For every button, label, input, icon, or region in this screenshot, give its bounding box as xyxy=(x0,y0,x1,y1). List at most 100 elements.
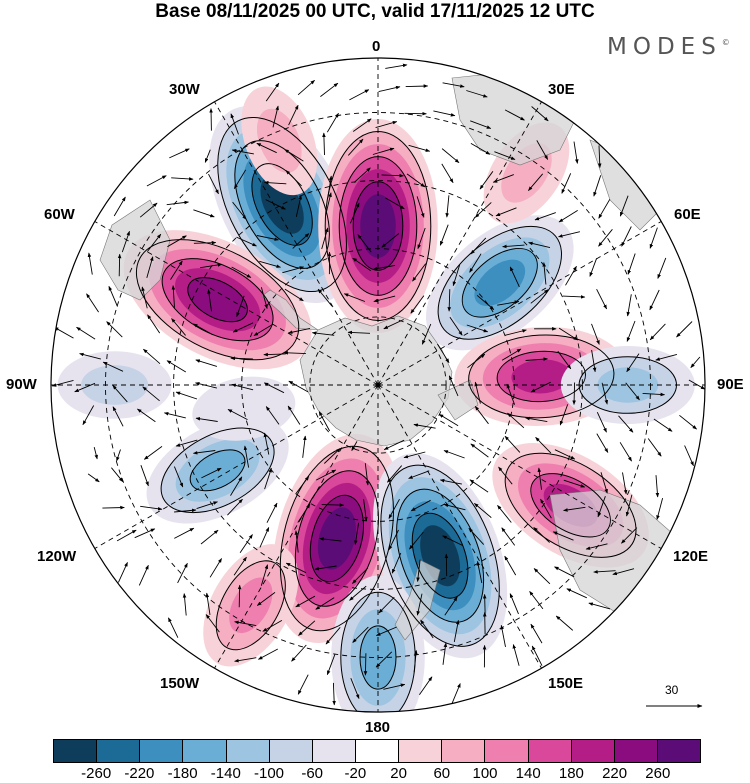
wind-vector xyxy=(441,148,460,164)
wind-vector xyxy=(116,449,121,462)
contour-line xyxy=(352,181,404,271)
wind-vector xyxy=(405,84,429,88)
wind-vector xyxy=(449,316,463,336)
wind-vector xyxy=(322,132,326,156)
wind-vector xyxy=(565,265,577,286)
colorbar-swatch xyxy=(399,740,443,762)
wind-vector xyxy=(325,192,332,215)
wind-vector xyxy=(208,173,219,195)
wind-vector xyxy=(591,349,597,373)
wind-vector xyxy=(501,527,516,546)
wind-vector xyxy=(388,529,399,551)
anomaly-positive-20w-edge xyxy=(241,86,318,196)
wind-vector xyxy=(232,322,254,333)
wind-vector xyxy=(287,405,301,425)
wind-vector xyxy=(441,163,454,184)
wind-vector xyxy=(622,472,628,495)
wind-vector xyxy=(444,596,458,616)
wind-vector xyxy=(138,564,149,586)
wind-vector xyxy=(51,379,74,387)
wind-vector xyxy=(561,173,572,194)
wind-vector xyxy=(409,531,424,550)
wind-vector xyxy=(552,531,574,541)
wind-vector xyxy=(139,202,158,218)
wind-vector xyxy=(259,526,270,548)
wind-vector xyxy=(354,522,360,545)
wind-vector xyxy=(537,467,542,490)
wind-vector xyxy=(363,499,368,522)
colorbar xyxy=(53,739,701,763)
wind-vector xyxy=(195,382,218,389)
wind-vector xyxy=(287,327,311,334)
wind-vector xyxy=(504,555,517,576)
wind-vector xyxy=(297,79,315,96)
wind-vector xyxy=(420,619,434,639)
wind-vector xyxy=(375,651,393,668)
wind-vector xyxy=(140,465,149,487)
wind-vector xyxy=(143,348,161,365)
wind-vector xyxy=(140,505,163,511)
wind-vector xyxy=(591,323,600,345)
wind-vector xyxy=(207,289,212,312)
wind-vector xyxy=(193,209,215,218)
meridian-line xyxy=(94,221,379,386)
contour-line xyxy=(380,464,500,647)
wind-vector xyxy=(232,201,247,220)
colorbar-swatch xyxy=(442,740,486,762)
wind-vector xyxy=(285,170,302,187)
wind-vector xyxy=(589,258,598,277)
wind-vector xyxy=(530,289,549,304)
wind-vector xyxy=(117,253,122,277)
wind-vector xyxy=(175,391,198,400)
wind-vector xyxy=(116,529,137,542)
lon-label-0: 0 xyxy=(372,38,381,55)
wind-vector xyxy=(200,529,219,545)
wind-vector xyxy=(618,415,634,433)
lon-label-60w: 60W xyxy=(44,206,75,223)
brand-text: MODES xyxy=(607,34,722,60)
wind-vector xyxy=(195,417,218,422)
wind-vector xyxy=(260,287,268,310)
wind-vector xyxy=(320,82,339,97)
contour-line xyxy=(496,350,586,403)
wind-vector xyxy=(82,405,95,426)
colorbar-tick-label: -60 xyxy=(301,765,324,782)
wind-vector xyxy=(317,288,333,307)
wind-vector xyxy=(439,478,462,485)
wind-vector xyxy=(479,171,494,190)
wind-vector xyxy=(237,584,242,608)
wind-vector xyxy=(563,506,586,512)
contour-line xyxy=(468,334,615,419)
wind-vector xyxy=(647,438,662,457)
wind-vector xyxy=(141,286,148,309)
colorbar-tick-label: 100 xyxy=(472,765,498,782)
wind-vector xyxy=(501,348,522,361)
wind-vector xyxy=(506,383,516,405)
colorbar-swatch xyxy=(183,740,227,762)
wind-vector xyxy=(87,473,100,483)
colorbar-swatch xyxy=(614,740,658,762)
wind-vector xyxy=(230,356,253,361)
wind-vector xyxy=(408,144,431,152)
wind-vector xyxy=(363,653,368,676)
wind-vector xyxy=(419,676,433,696)
wind-vector xyxy=(554,449,576,460)
wind-vector xyxy=(657,257,667,279)
wind-vector xyxy=(167,235,187,248)
wind-vector xyxy=(391,552,402,574)
wind-vector xyxy=(282,266,305,274)
wind-vector xyxy=(209,558,222,578)
wind-vector xyxy=(201,467,222,479)
wind-vector xyxy=(470,120,492,129)
wind-vector xyxy=(54,326,74,339)
anomaly-negative-45e xyxy=(425,215,574,351)
wind-vector xyxy=(353,167,371,183)
wind-vector xyxy=(554,566,575,578)
wind-vector xyxy=(558,327,578,341)
anomaly-positive-85e-contours xyxy=(468,334,615,419)
wind-vector xyxy=(649,227,658,249)
wind-vector xyxy=(525,357,548,361)
wind-vector xyxy=(243,445,250,468)
contour-line xyxy=(338,156,418,296)
contour-line xyxy=(160,427,275,514)
